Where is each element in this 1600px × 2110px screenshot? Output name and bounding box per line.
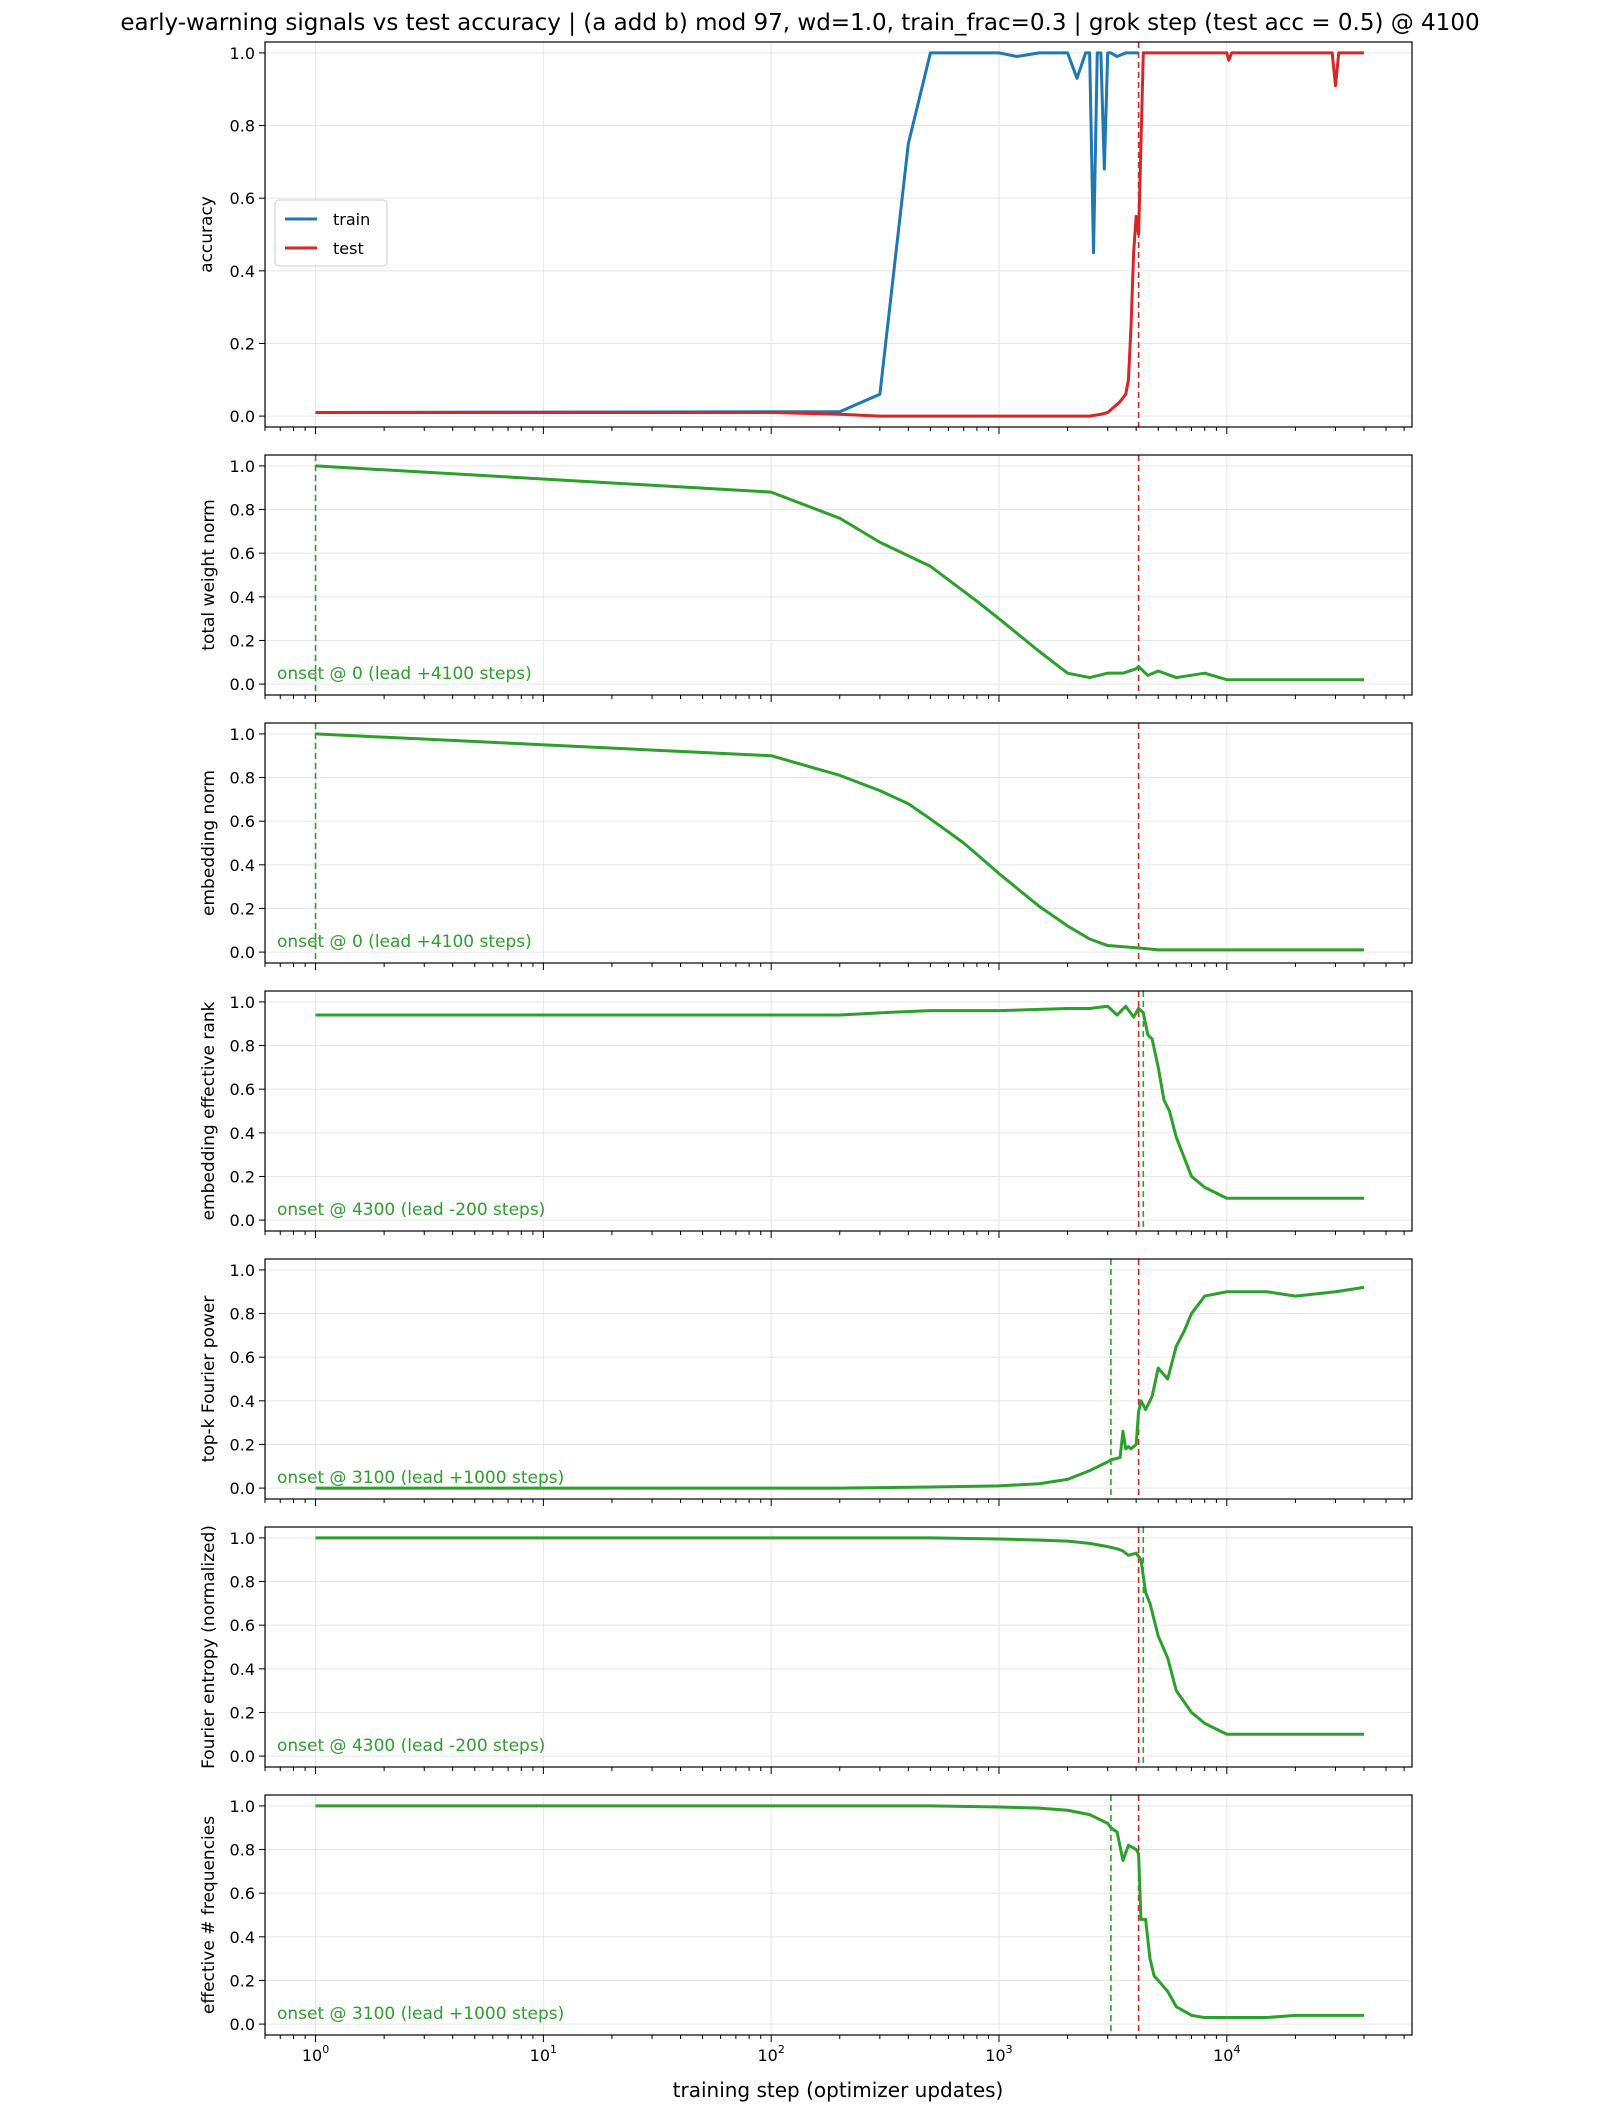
y-tick-label: 0.4 <box>230 262 255 281</box>
y-axis-label: embedding effective rank <box>199 1001 219 1220</box>
series-line-signal <box>315 1004 1364 1200</box>
panel-5: 0.0 0.2 0.4 0.6 0.8 1.0 Fourier entropy (norma… <box>199 1525 1413 1774</box>
y-tick-label: 0.0 <box>230 675 255 694</box>
panel-2: 0.0 0.2 0.4 0.6 0.8 1.0 embedding norm onset @ … <box>199 722 1413 970</box>
onset-annotation: onset @ 0 (lead +4100 steps) <box>277 932 532 952</box>
y-axis-label: effective # frequencies <box>199 1816 219 2014</box>
plot-frame <box>264 41 1413 428</box>
y-tick-label: 0.6 <box>230 1884 255 1903</box>
y-tick-label: 0.8 <box>230 1573 255 1592</box>
series-line-test <box>315 51 1364 418</box>
y-axis-label: top-k Fourier power <box>199 1296 219 1463</box>
y-tick-label: 0.2 <box>230 1971 255 1990</box>
series-line-signal <box>315 1536 1364 1736</box>
x-axis-label: training step (optimizer updates) <box>673 2078 1004 2102</box>
y-tick-label: 1.0 <box>230 1261 255 1280</box>
y-tick-label: 0.6 <box>230 1616 255 1635</box>
panel-3: 0.0 0.2 0.4 0.6 0.8 1.0 embedding effective ra… <box>199 990 1413 1238</box>
y-tick-label: 0.4 <box>230 1124 255 1143</box>
plot-frame <box>264 1794 1413 2036</box>
y-tick-label: 1.0 <box>230 1529 255 1548</box>
y-tick-label: 0.6 <box>230 1348 255 1367</box>
y-tick-label: 0.6 <box>230 812 255 831</box>
plot-frame <box>264 722 1413 964</box>
y-axis-label: total weight norm <box>199 499 219 650</box>
y-tick-label: 1.0 <box>230 993 255 1012</box>
x-tick-label: 101 <box>530 2043 557 2065</box>
y-tick-label: 0.8 <box>230 769 255 788</box>
onset-annotation: onset @ 4300 (lead -200 steps) <box>277 1736 545 1756</box>
y-tick-label: 1.0 <box>230 457 255 476</box>
x-tick-label: 104 <box>1213 2043 1240 2065</box>
onset-annotation: onset @ 0 (lead +4100 steps) <box>277 664 532 684</box>
plot-frame <box>264 990 1413 1232</box>
y-tick-label: 1.0 <box>230 1797 255 1816</box>
x-tick-label: 102 <box>757 2043 784 2065</box>
plot-frame <box>264 454 1413 696</box>
y-tick-label: 0.2 <box>230 899 255 918</box>
panel-0: 0.0 0.2 0.4 0.6 0.8 1.0 accuracy train test <box>197 41 1413 434</box>
y-tick-label: 0.0 <box>230 2015 255 2034</box>
series-line-train <box>315 51 1139 414</box>
onset-annotation: onset @ 3100 (lead +1000 steps) <box>277 2004 564 2024</box>
y-tick-label: 0.4 <box>230 1392 255 1411</box>
y-axis-label: embedding norm <box>199 770 219 916</box>
y-tick-label: 1.0 <box>230 725 255 744</box>
y-tick-label: 0.4 <box>230 1928 255 1947</box>
y-tick-label: 0.0 <box>230 943 255 962</box>
legend-label-test: test <box>333 239 364 258</box>
panel-4: 0.0 0.2 0.4 0.6 0.8 1.0 top-k Fourier power ons… <box>199 1258 1413 1506</box>
legend-label-train: train <box>333 210 370 229</box>
plot-frame <box>264 1258 1413 1500</box>
y-tick-label: 0.0 <box>230 1479 255 1498</box>
y-tick-label: 0.4 <box>230 1660 255 1679</box>
panel-6: 0.0 0.2 0.4 0.6 0.8 1.0 effective # frequencie… <box>199 1794 1413 2065</box>
y-axis-label: Fourier entropy (normalized) <box>199 1525 219 1769</box>
y-tick-label: 1.0 <box>230 44 255 63</box>
y-axis-label: accuracy <box>197 196 217 273</box>
y-tick-label: 0.6 <box>230 1080 255 1099</box>
y-tick-label: 0.4 <box>230 856 255 875</box>
y-tick-label: 0.6 <box>230 189 255 208</box>
y-tick-label: 0.8 <box>230 1037 255 1056</box>
onset-annotation: onset @ 4300 (lead -200 steps) <box>277 1200 545 1220</box>
panel-1: 0.0 0.2 0.4 0.6 0.8 1.0 total weight norm onset… <box>199 454 1413 702</box>
series-line-signal <box>315 1285 1365 1490</box>
y-tick-label: 0.2 <box>230 631 255 650</box>
y-tick-label: 0.2 <box>230 1703 255 1722</box>
series-line-signal <box>315 732 1364 952</box>
y-tick-label: 0.0 <box>230 1211 255 1230</box>
figure-title: early-warning signals vs test accuracy |… <box>120 10 1479 36</box>
y-tick-label: 0.8 <box>230 117 255 136</box>
y-tick-label: 0.8 <box>230 501 255 520</box>
y-tick-label: 0.8 <box>230 1305 255 1324</box>
y-tick-label: 0.2 <box>230 334 255 353</box>
x-tick-label: 100 <box>302 2043 329 2065</box>
series-line-signal <box>315 464 1364 682</box>
y-tick-label: 0.6 <box>230 544 255 563</box>
y-tick-label: 0.2 <box>230 1167 255 1186</box>
y-tick-label: 0.2 <box>230 1435 255 1454</box>
onset-annotation: onset @ 3100 (lead +1000 steps) <box>277 1468 564 1488</box>
y-tick-label: 0.0 <box>230 407 255 426</box>
series-line-signal <box>315 1804 1364 2020</box>
plot-frame <box>264 1526 1413 1768</box>
y-tick-label: 0.0 <box>230 1747 255 1766</box>
x-tick-label: 103 <box>985 2043 1012 2065</box>
y-tick-label: 0.8 <box>230 1841 255 1860</box>
y-tick-label: 0.4 <box>230 588 255 607</box>
